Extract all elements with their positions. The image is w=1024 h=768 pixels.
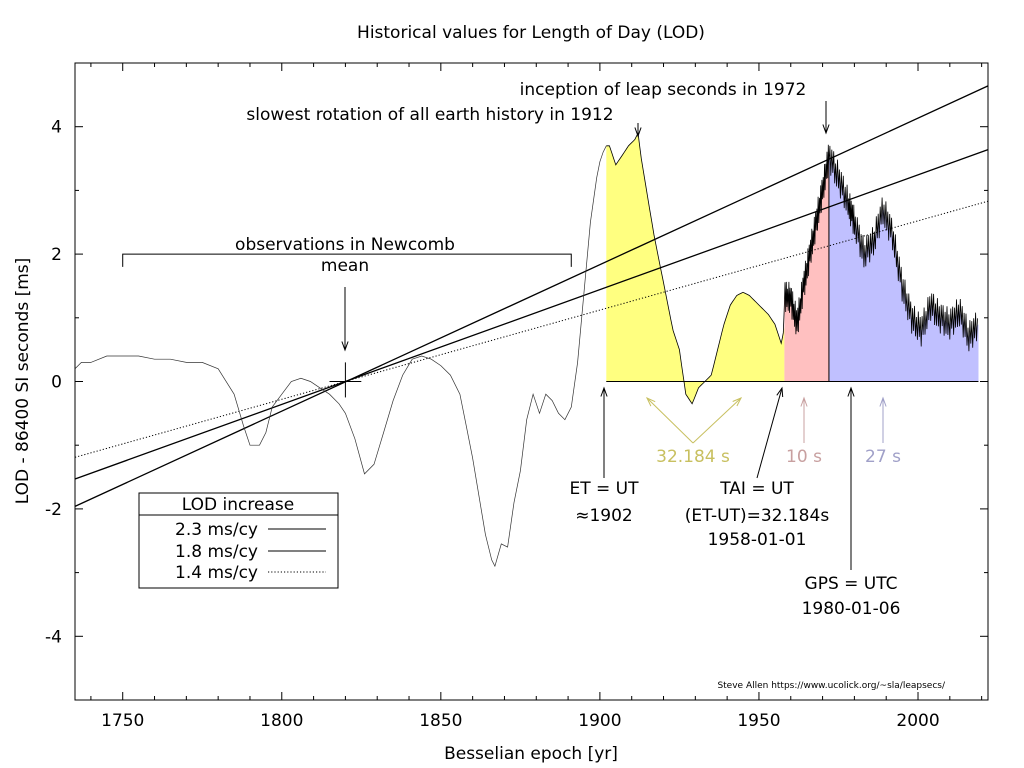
annotation-inception: inception of leap seconds in 1972 <box>520 80 807 100</box>
legend: LOD increase 2.3 ms/cy 1.8 ms/cy 1.4 ms/… <box>138 492 339 589</box>
label-32-184-s: 32.184 s <box>656 447 730 467</box>
x-tick-label: 1800 <box>260 711 303 731</box>
annotation-gps-date: 1980-01-06 <box>802 599 901 619</box>
y-tick-label: 2 <box>51 245 62 265</box>
legend-entry-1-8: 1.8 ms/cy <box>175 542 258 562</box>
trend-line-1-4 <box>74 200 989 458</box>
y-tick-label: 4 <box>51 118 62 138</box>
arrow-10-head <box>800 396 808 407</box>
arrow-et-ut-head <box>600 386 608 397</box>
arrow-gps-utc-head <box>847 386 855 397</box>
trend-line-2-3 <box>74 85 989 507</box>
annotation-marks <box>122 101 979 570</box>
annotation-et-ut-year: ≈1902 <box>575 506 633 526</box>
arrow-tai-ut-shaft <box>756 387 783 479</box>
axis-ticks: 1750 1800 1850 1900 1950 2000 4 2 0 -2 -4 <box>45 62 988 731</box>
y-tick-label: -4 <box>45 627 62 647</box>
y-tick-label: 0 <box>51 373 62 393</box>
x-tick-label: 1950 <box>737 711 780 731</box>
newcomb-bracket <box>122 253 572 267</box>
fill-region-32-184 <box>606 133 785 404</box>
arrow-newcomb-mean-head <box>341 341 349 352</box>
credit-text: Steve Allen https://www.ucolick.org/~sla… <box>717 681 946 691</box>
x-tick-label: 1750 <box>101 711 144 731</box>
arrow-inception-head <box>822 124 830 135</box>
arrow-27-head <box>879 396 887 407</box>
y-tick-label: -2 <box>45 500 62 520</box>
label-10-s: 10 s <box>786 447 822 467</box>
x-tick-label: 1850 <box>419 711 462 731</box>
observation-curve-modern <box>606 131 978 405</box>
annotation-tai-ut: TAI = UT <box>719 479 794 499</box>
legend-title: LOD increase <box>182 495 294 515</box>
arrow-32-right-head <box>732 397 743 407</box>
x-tick-label: 1900 <box>578 711 621 731</box>
arrow-32-left-shaft <box>646 397 694 444</box>
arrow-slowest-head <box>634 127 642 138</box>
annotation-newcomb-line1: observations in Newcomb <box>235 235 455 255</box>
arrow-tai-ut-head <box>776 386 784 398</box>
annotation-slowest: slowest rotation of all earth history in… <box>246 105 613 125</box>
label-27-s: 27 s <box>865 447 901 467</box>
chart-title: Historical values for Length of Day (LOD… <box>357 23 705 43</box>
fill-region-27 <box>828 155 979 382</box>
trend-line-1-8 <box>74 148 989 480</box>
annotation-gps-utc: GPS = UTC <box>805 574 898 594</box>
legend-entry-2-3: 2.3 ms/cy <box>175 520 258 540</box>
x-axis-label: Besselian epoch [yr] <box>444 744 618 764</box>
observation-curve-historic <box>74 145 607 568</box>
arrow-32-left-head <box>645 396 656 407</box>
series-lines <box>74 85 989 568</box>
legend-box <box>138 492 339 589</box>
annotation-tai-offset: (ET-UT)=32.184s <box>685 506 830 526</box>
annotation-tai-date: 1958-01-01 <box>708 530 807 550</box>
annotation-et-ut: ET = UT <box>569 479 639 499</box>
y-axis-label: LOD - 86400 SI seconds [ms] <box>13 258 33 505</box>
arrow-32-right-shaft <box>692 397 742 444</box>
annotation-newcomb-line2: mean <box>321 256 369 276</box>
legend-entry-1-4: 1.4 ms/cy <box>175 563 258 583</box>
x-tick-label: 2000 <box>896 711 939 731</box>
